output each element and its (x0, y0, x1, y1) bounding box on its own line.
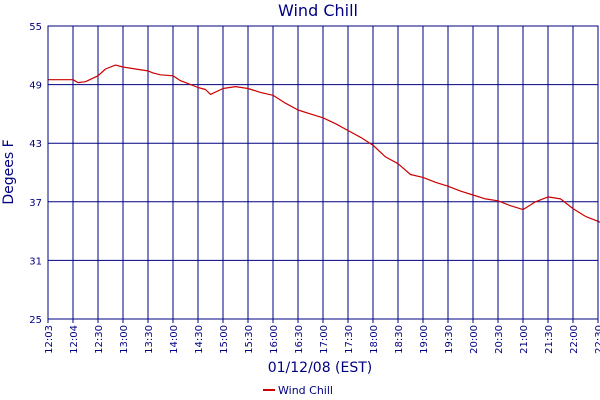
x-tick-label: 17:00 (319, 325, 330, 354)
y-tick-label: 37 (29, 198, 42, 209)
x-tick-label: 20:30 (494, 325, 505, 354)
series-layer (48, 64, 600, 223)
series-line-wind-chill (48, 64, 600, 223)
x-tick-label: 20:00 (469, 325, 480, 354)
x-tick-label: 19:30 (444, 325, 455, 354)
x-tick-label: 14:00 (169, 325, 180, 354)
chart-title: Wind Chill (278, 1, 358, 20)
x-tick-label: 14:30 (194, 325, 205, 354)
y-tick-label: 49 (29, 81, 42, 92)
x-tick-label: 12:30 (94, 325, 105, 354)
y-axis-label: Degees F (1, 139, 17, 204)
legend: Wind Chill (263, 384, 333, 397)
x-tick-label: 13:00 (119, 325, 130, 354)
plot-frame (47, 25, 599, 320)
x-tick-label: 12:03 (44, 325, 55, 354)
x-tick-label: 16:00 (269, 325, 280, 354)
x-tick-label: 18:00 (369, 325, 380, 354)
y-tick-label: 31 (29, 256, 42, 267)
x-tick-label: 15:30 (244, 325, 255, 354)
x-tick-label: 15:00 (219, 325, 230, 354)
grid-layer (47, 25, 599, 323)
x-tick-label: 18:30 (394, 325, 405, 354)
legend-label: Wind Chill (278, 384, 333, 397)
x-tick-label: 13:30 (144, 325, 155, 354)
y-tick-label: 25 (29, 315, 42, 326)
y-tick-label: 43 (29, 139, 42, 150)
x-tick-label: 21:30 (544, 325, 555, 354)
x-axis-label: 01/12/08 (EST) (268, 360, 373, 376)
x-tick-label: 16:30 (294, 325, 305, 354)
x-tick-label: 22:30 (594, 325, 600, 354)
x-tick-label: 22:00 (569, 325, 580, 354)
x-tick-label: 12:04 (69, 325, 80, 354)
x-tick-label: 21:00 (519, 325, 530, 354)
y-tick-label: 55 (29, 22, 42, 33)
y-tick-labels: 25 31 37 43 49 55 (29, 22, 42, 326)
x-tick-label: 19:00 (419, 325, 430, 354)
x-tick-label: 17:30 (344, 325, 355, 354)
x-tick-labels: 12:03 12:04 12:30 13:00 13:30 14:00 14:30 15:00… (44, 325, 600, 354)
